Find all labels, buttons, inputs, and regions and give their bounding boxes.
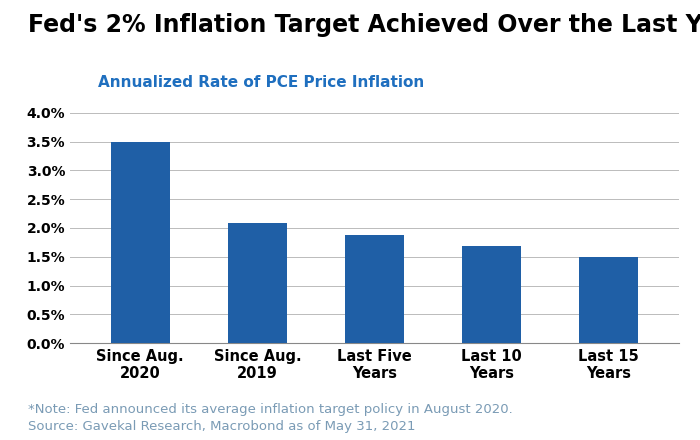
Text: Annualized Rate of PCE Price Inflation: Annualized Rate of PCE Price Inflation xyxy=(98,75,424,90)
Text: Fed's 2% Inflation Target Achieved Over the Last Year: Fed's 2% Inflation Target Achieved Over … xyxy=(28,13,700,37)
Text: Source: Gavekal Research, Macrobond as of May 31, 2021: Source: Gavekal Research, Macrobond as o… xyxy=(28,420,416,433)
Bar xyxy=(111,142,169,343)
Text: *Note: Fed announced its average inflation target policy in August 2020.: *Note: Fed announced its average inflati… xyxy=(28,403,512,416)
Bar xyxy=(580,257,638,343)
Bar xyxy=(462,246,521,343)
Bar xyxy=(228,224,287,343)
Bar xyxy=(345,235,404,343)
